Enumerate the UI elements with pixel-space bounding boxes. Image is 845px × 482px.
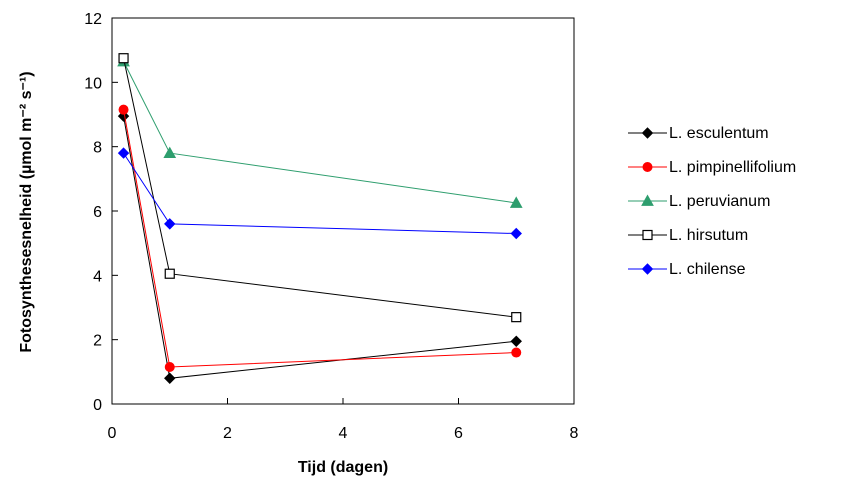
y-tick-label: 10	[84, 75, 102, 92]
legend-marker	[642, 162, 653, 172]
data-point	[118, 53, 129, 64]
legend-label: L. hirsutum	[669, 227, 748, 244]
legend-marker	[642, 229, 653, 241]
y-tick-label: 12	[84, 11, 102, 28]
legend-marker	[641, 127, 654, 139]
x-tick-label: 0	[108, 425, 117, 442]
legend-item: L. esculentum	[628, 125, 769, 142]
data-point	[511, 347, 522, 358]
legend-label: L. chilense	[669, 261, 746, 278]
y-tick-label: 6	[93, 204, 102, 221]
data-point	[510, 227, 522, 240]
legend: L. esculentum L. pimpinellifolium L. peruv…	[628, 125, 796, 278]
x-tick-label: 8	[570, 425, 579, 442]
series-l-chilense	[117, 147, 522, 240]
x-tick-label: 4	[339, 425, 348, 442]
legend-label: L. pimpinellifolium	[669, 159, 796, 176]
y-tick-label: 2	[93, 333, 102, 350]
data-point	[118, 104, 129, 115]
legend-marker	[641, 263, 654, 275]
x-tick-label: 6	[454, 425, 463, 442]
data-point	[164, 268, 175, 279]
legend-marker	[641, 194, 654, 206]
legend-item: L. pimpinellifolium	[628, 159, 796, 176]
series-l-hirsutum	[118, 53, 522, 323]
x-tick-label: 2	[223, 425, 232, 442]
x-axis: 0 2 4 6 8	[108, 398, 579, 442]
legend-item: L. peruvianum	[628, 193, 770, 210]
plot-area	[111, 17, 575, 405]
legend-item: L. chilense	[628, 261, 746, 278]
series-l-esculentum	[117, 110, 522, 384]
legend-label: L. peruvianum	[669, 193, 770, 210]
y-tick-label: 8	[93, 140, 102, 157]
data-point	[511, 312, 522, 323]
series-l-pimpinellifolium	[118, 104, 522, 373]
y-tick-label: 4	[93, 268, 102, 285]
data-point	[164, 218, 176, 230]
data-point	[509, 196, 523, 208]
legend-label: L. esculentum	[669, 125, 769, 142]
data-point	[164, 362, 175, 373]
y-tick-label: 0	[93, 397, 102, 414]
y-axis-title: Fotosynthesesnelheid (µmol m⁻² s⁻¹)	[18, 71, 35, 352]
data-point	[510, 335, 522, 347]
data-point	[163, 146, 177, 158]
x-axis-title: Tijd (dagen)	[298, 459, 388, 476]
y-axis: 0 2 4 6 8 10 12	[84, 11, 118, 414]
data-point	[117, 147, 130, 159]
data-point	[164, 372, 176, 384]
series-layer	[117, 53, 523, 384]
legend-item: L. hirsutum	[628, 227, 748, 244]
